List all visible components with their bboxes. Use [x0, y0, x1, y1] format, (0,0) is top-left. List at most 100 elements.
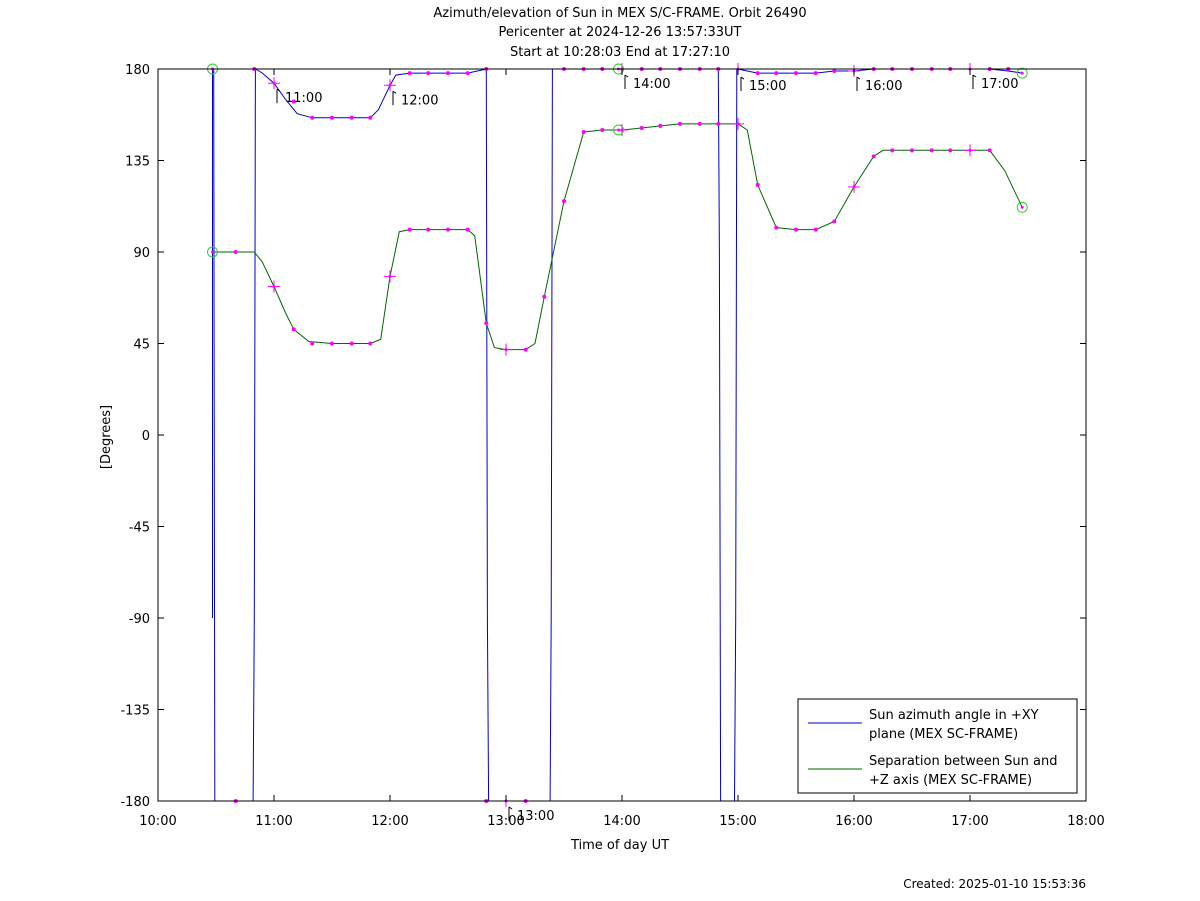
data-point-marker — [330, 341, 334, 346]
data-point-marker — [697, 121, 702, 126]
endpoint-center — [1020, 71, 1024, 75]
data-point-marker — [716, 121, 721, 126]
legend-label-2: +Z axis (MEX SC-FRAME) — [869, 773, 1032, 788]
data-point-marker — [330, 115, 334, 120]
data-point-marker — [794, 71, 798, 76]
data-point-marker — [465, 227, 470, 232]
data-point-marker — [755, 182, 760, 187]
data-point-marker — [368, 341, 373, 346]
hour-annotation: 14:00 — [624, 74, 670, 92]
hour-annotation-tick — [276, 88, 281, 92]
data-point-marker — [774, 225, 779, 230]
data-point-marker — [678, 121, 682, 126]
cross-center — [388, 274, 392, 278]
data-point-marker — [948, 148, 953, 153]
data-point-marker — [291, 327, 296, 332]
endpoint-marker — [1016, 201, 1028, 213]
hour-annotation-label: 16:00 — [865, 79, 902, 94]
x-tick-label: 12:00 — [371, 814, 408, 829]
y-tick-label: -45 — [129, 521, 150, 536]
cross-center — [968, 148, 972, 152]
x-tick-label: 11:00 — [255, 814, 292, 829]
hour-annotation: 17:00 — [972, 74, 1018, 92]
data-point-marker — [794, 227, 798, 232]
data-point-marker — [581, 130, 586, 135]
endpoint-marker — [207, 246, 219, 258]
hour-cross-marker — [964, 144, 976, 157]
endpoint-marker — [1016, 67, 1028, 79]
data-point-marker — [600, 128, 605, 132]
hour-cross-marker — [384, 270, 396, 283]
data-point-marker — [832, 219, 837, 224]
hour-annotation-tick — [856, 76, 861, 80]
hour-annotation: 15:00 — [740, 76, 786, 94]
y-axis-label: [Degrees] — [99, 405, 114, 469]
hour-annotation-tick — [624, 74, 629, 78]
y-tick-label: 45 — [133, 338, 150, 353]
data-point-marker — [832, 69, 837, 74]
hour-annotation-tick — [972, 74, 977, 78]
hour-annotation-label: 15:00 — [749, 79, 786, 94]
data-point-marker — [484, 321, 489, 326]
data-point-marker — [813, 227, 818, 232]
data-point-marker — [987, 148, 992, 153]
data-point-marker — [426, 71, 431, 76]
data-point-marker — [368, 115, 373, 120]
endpoint-ring — [1016, 201, 1028, 213]
hour-annotation-label: 11:00 — [285, 91, 322, 106]
hour-annotation-label: 14:00 — [633, 77, 670, 92]
hour-annotation-label: 12:00 — [401, 93, 438, 108]
data-point-marker — [310, 115, 315, 120]
endpoint-ring — [207, 246, 219, 258]
hour-cross-marker — [268, 77, 280, 90]
data-point-marker — [349, 341, 354, 346]
x-tick-label: 18:00 — [1067, 814, 1104, 829]
series-line-2 — [212, 123, 1023, 351]
data-point-marker — [542, 294, 547, 299]
data-point-marker — [658, 123, 663, 128]
y-tick-label: -135 — [120, 704, 150, 719]
created-timestamp: Created: 2025-01-10 15:53:36 — [903, 877, 1086, 891]
hour-cross-marker — [500, 343, 512, 356]
series-line-1 — [212, 68, 1023, 802]
data-point-marker — [310, 341, 315, 346]
hour-cross-marker — [848, 180, 860, 193]
data-point-marker — [871, 154, 876, 159]
cross-center — [272, 285, 276, 289]
endpoint-ring — [613, 124, 625, 136]
x-tick-label: 10:00 — [139, 814, 176, 829]
cross-center — [620, 128, 624, 132]
hour-annotation-tick — [508, 806, 513, 810]
data-point-marker — [929, 148, 934, 153]
x-tick-label: 13:00 — [487, 814, 524, 829]
title-line-3: Start at 10:28:03 End at 17:27:10 — [510, 45, 730, 60]
x-tick-label: 15:00 — [719, 814, 756, 829]
x-axis-label: Time of day UT — [570, 838, 669, 853]
axes: 10:00 11:00 12:00 13:00 14:00 15:00 16:00 17:00… — [120, 63, 1104, 829]
legend-label-1: Sun azimuth angle in +XY — [869, 708, 1039, 723]
y-tick-label: -180 — [120, 795, 150, 810]
y-tick-label: 0 — [142, 429, 150, 444]
cross-center — [736, 122, 740, 126]
x-tick-label: 17:00 — [951, 814, 988, 829]
y-tick-label: 180 — [125, 63, 150, 78]
data-point-marker — [446, 71, 450, 76]
plot-frame — [157, 68, 1087, 802]
hour-cross-marker — [268, 280, 280, 293]
title-line-2: Pericenter at 2024-12-26 13:57:33UT — [498, 25, 741, 40]
data-point-marker — [291, 99, 296, 104]
hour-annotation: 13:00 — [508, 806, 554, 824]
data-point-marker — [813, 71, 818, 76]
endpoint-ring — [1016, 67, 1028, 79]
legend-box — [797, 698, 1078, 794]
data-point-marker — [890, 148, 895, 153]
cross-center — [852, 185, 856, 189]
data-point-marker — [465, 71, 470, 76]
endpoint-center — [211, 250, 215, 254]
data-point-marker — [233, 250, 238, 254]
chart-title: Azimuth/elevation of Sun in MEX S/C-FRAM… — [433, 6, 806, 60]
hour-cross-marker — [732, 117, 744, 130]
data-point-marker — [774, 71, 779, 76]
endpoint-center — [1020, 205, 1024, 209]
